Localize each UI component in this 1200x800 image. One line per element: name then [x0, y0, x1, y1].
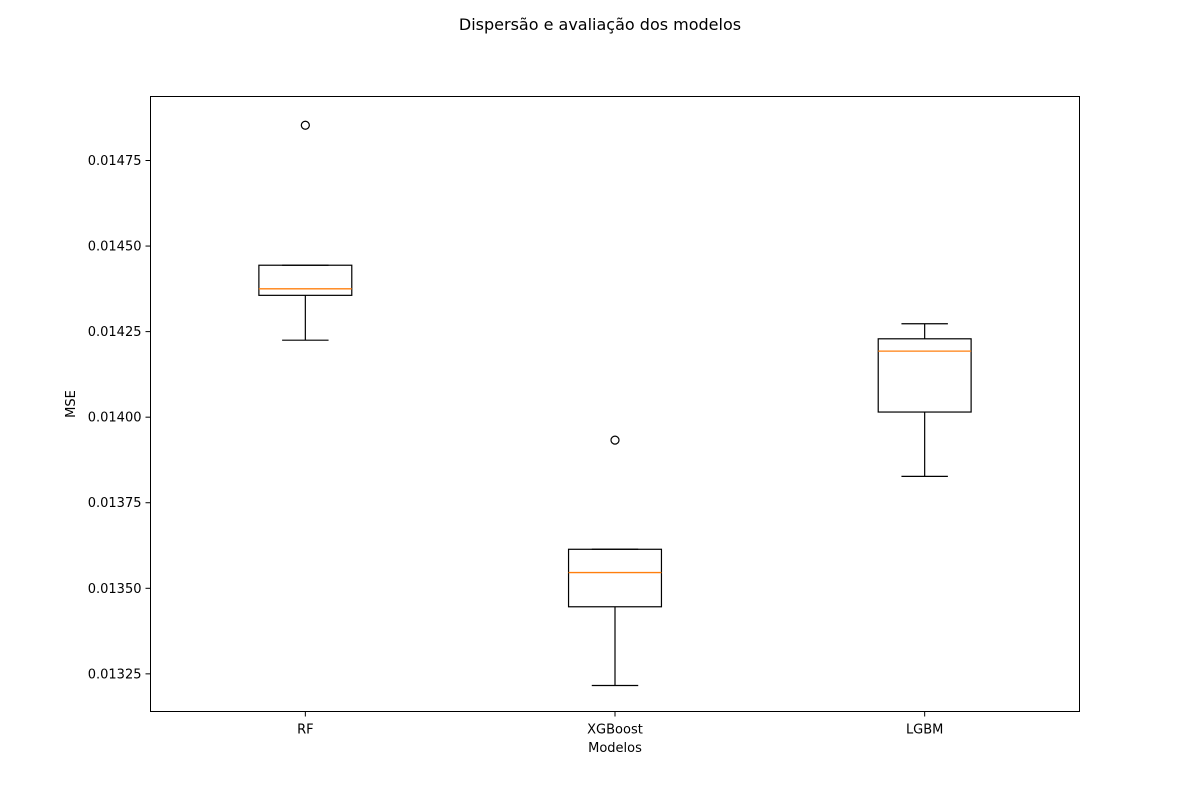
- y-tick-label: 0.01400: [88, 411, 142, 426]
- y-tick-label: 0.01325: [88, 667, 142, 682]
- y-tick-label: 0.01350: [88, 582, 142, 597]
- box-xgboost: [567, 548, 663, 608]
- plot-area: 0.01325 0.01350 0.01375 0.01400 0.01425 0.014…: [88, 120, 972, 738]
- y-tick-label: 0.01375: [88, 496, 142, 511]
- axes-frame: [150, 96, 1080, 712]
- box-lgbm: [877, 338, 972, 413]
- y-tick-label: 0.01475: [88, 154, 142, 169]
- y-tick-label: 0.01425: [88, 325, 142, 340]
- outlier-point: [300, 120, 310, 130]
- chart-title: Dispersão e avaliação dos modelos: [459, 15, 741, 34]
- box-rf: [258, 264, 353, 296]
- y-axis-label: MSE: [64, 390, 79, 418]
- x-tick-label: RF: [297, 723, 314, 738]
- x-axis-label: Modelos: [588, 741, 642, 756]
- outlier-point: [610, 435, 620, 445]
- y-tick-label: 0.01450: [88, 240, 142, 255]
- x-tick-label: XGBoost: [587, 723, 643, 738]
- x-tick-label: LGBM: [906, 723, 943, 738]
